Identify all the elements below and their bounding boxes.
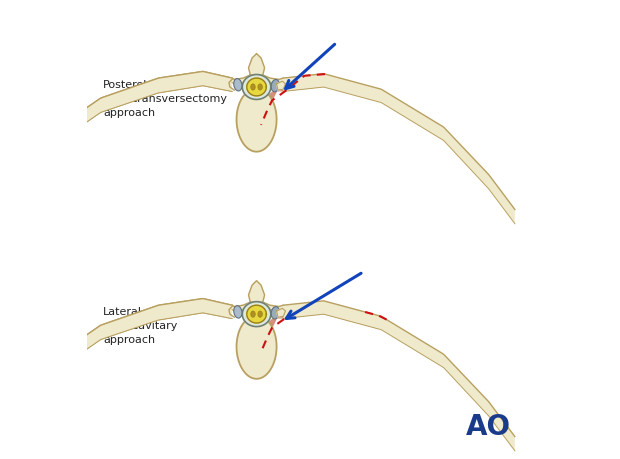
Ellipse shape	[250, 84, 255, 90]
Text: AO: AO	[466, 413, 510, 441]
Polygon shape	[232, 302, 250, 311]
Polygon shape	[12, 298, 232, 434]
Polygon shape	[12, 298, 232, 434]
Polygon shape	[249, 281, 265, 302]
Polygon shape	[277, 308, 285, 317]
Polygon shape	[236, 89, 277, 151]
Polygon shape	[242, 74, 271, 100]
Polygon shape	[236, 316, 277, 379]
Ellipse shape	[234, 78, 242, 91]
Polygon shape	[283, 74, 515, 224]
Polygon shape	[247, 78, 267, 96]
Polygon shape	[261, 74, 325, 120]
Polygon shape	[12, 72, 232, 207]
Text: Posterolateral
costotransversectomy
approach: Posterolateral costotransversectomy appr…	[103, 80, 227, 118]
Polygon shape	[249, 54, 265, 75]
Ellipse shape	[258, 84, 262, 90]
Polygon shape	[247, 305, 267, 323]
Polygon shape	[277, 81, 285, 90]
Text: Lateral
extracavitary
approach: Lateral extracavitary approach	[103, 308, 177, 346]
Polygon shape	[242, 302, 271, 327]
Polygon shape	[232, 75, 250, 84]
Polygon shape	[283, 301, 515, 451]
Polygon shape	[261, 301, 378, 347]
Ellipse shape	[250, 311, 255, 317]
Ellipse shape	[271, 79, 280, 92]
Polygon shape	[263, 75, 283, 84]
Polygon shape	[12, 72, 232, 207]
Ellipse shape	[258, 311, 262, 317]
Polygon shape	[263, 302, 283, 311]
Ellipse shape	[234, 306, 242, 318]
Ellipse shape	[271, 307, 280, 319]
